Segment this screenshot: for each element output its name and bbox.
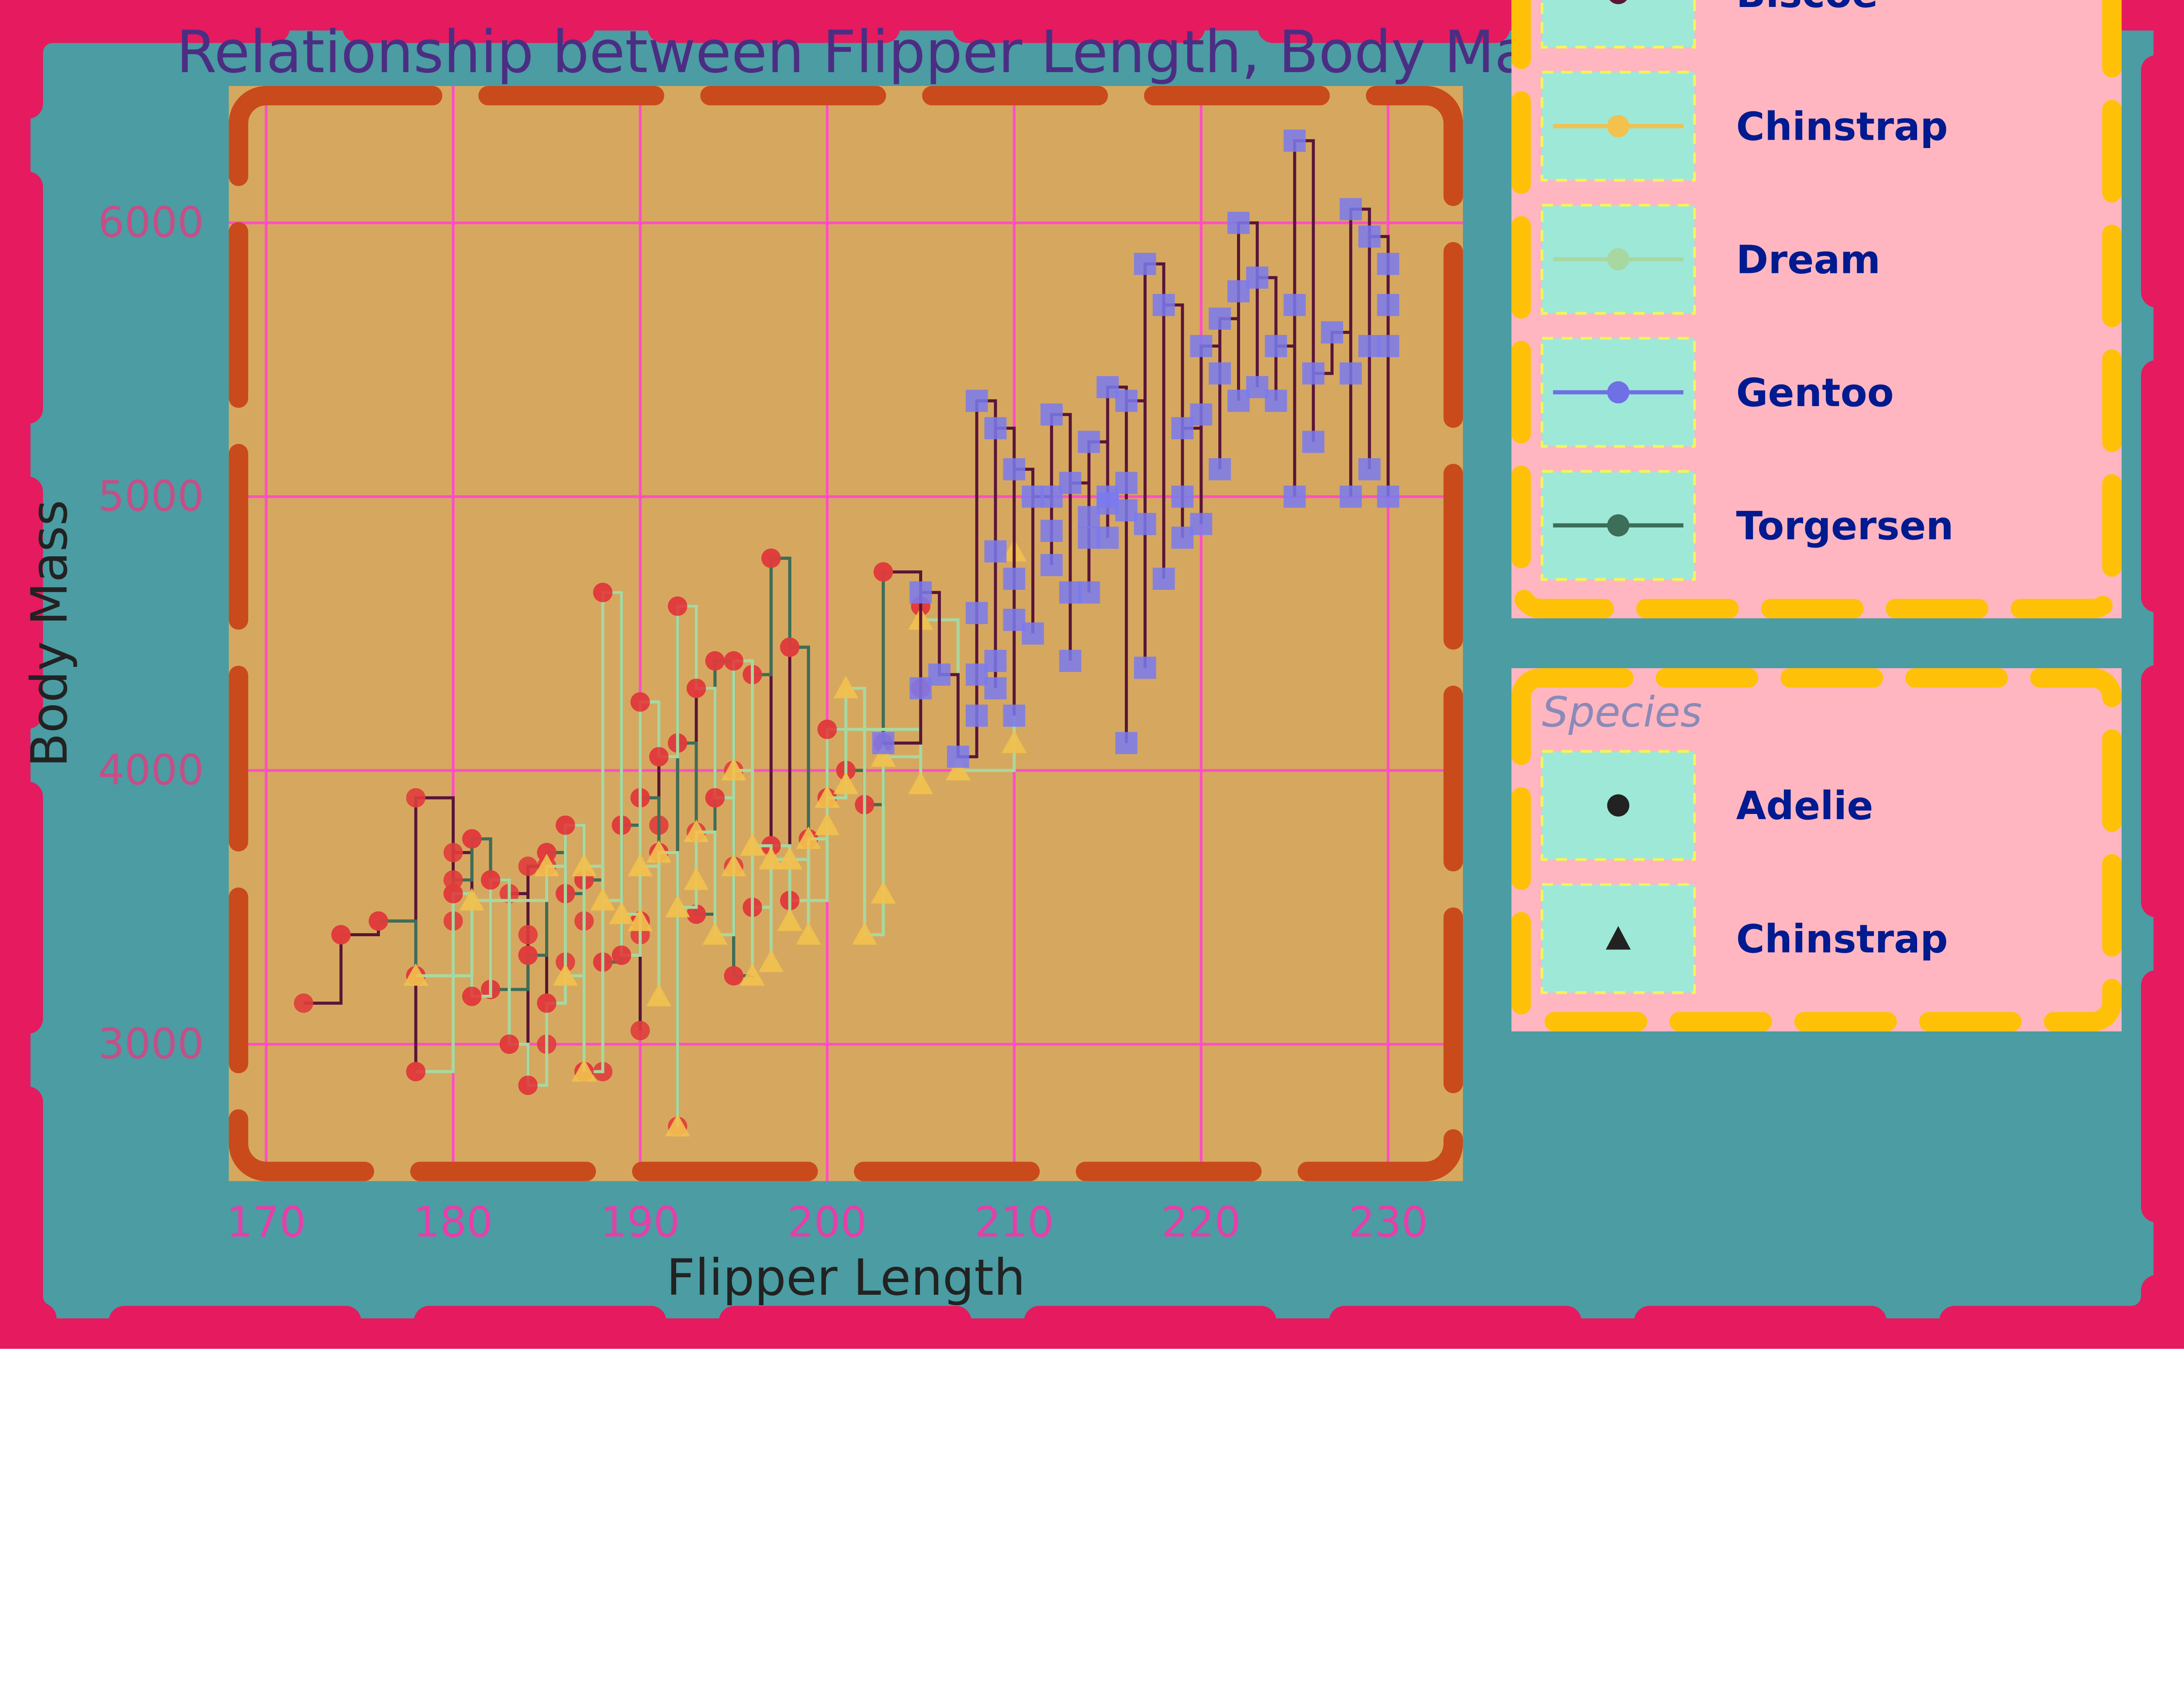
y-tick-label: 4000: [98, 746, 204, 794]
x-tick-label: 170: [227, 1199, 306, 1247]
legend: Biscoe Chinstrap Dream Gentoo Torgersen: [1511, 0, 2122, 618]
legend-label: Adelie: [1736, 783, 1873, 828]
legend-label: Gentoo: [1736, 370, 1894, 415]
x-axis-label: Flipper Length: [667, 1248, 1026, 1307]
x-tick-label: 210: [975, 1199, 1054, 1247]
y-tick-label: 3000: [98, 1020, 204, 1068]
y-axis-label: Body Mass: [20, 500, 78, 767]
y-tick-label: 5000: [98, 472, 204, 521]
chart-svg: 170 180 190 200 210 220 230 3000 4000 5000 6000 Fli…: [0, 0, 2184, 1349]
legend-label: Chinstrap: [1736, 916, 1948, 962]
legend-label: Dream: [1736, 237, 1880, 282]
y-tick-label: 6000: [98, 199, 204, 247]
x-tick-label: 180: [414, 1199, 493, 1247]
legend-label: Biscoe: [1736, 0, 1878, 16]
x-tick-label: 190: [601, 1199, 680, 1247]
x-tick-label: 230: [1348, 1199, 1428, 1247]
legend-label: Torgersen: [1736, 503, 1954, 548]
legend-label: Chinstrap: [1736, 104, 1948, 149]
x-tick-label: 220: [1161, 1199, 1241, 1247]
legend-swatch: [1542, 0, 1694, 47]
x-tick-label: 200: [788, 1199, 867, 1247]
legend-title: Species: [1542, 688, 1702, 736]
legend: Species Adelie Chinstrap: [1511, 668, 2122, 1031]
